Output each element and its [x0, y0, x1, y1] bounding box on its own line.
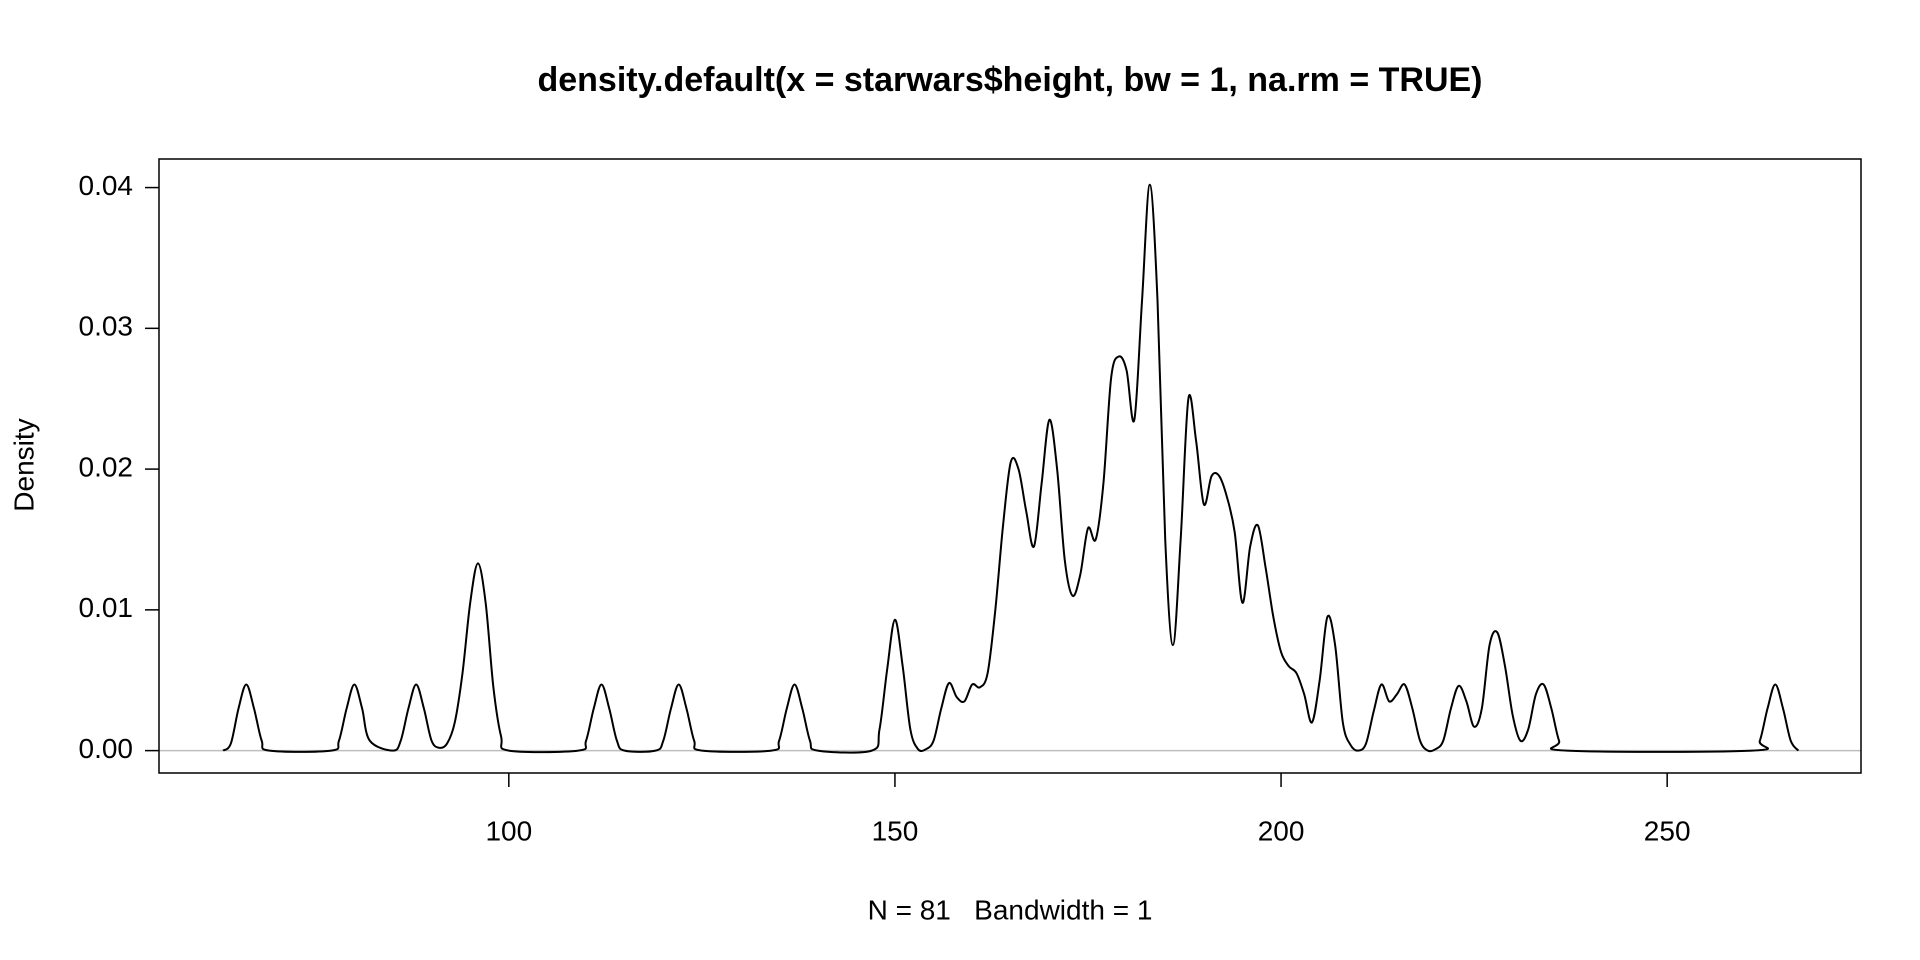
- y-tick-label: 0.03: [79, 311, 134, 342]
- x-tick-label: 200: [1258, 815, 1305, 846]
- x-tick-label: 250: [1644, 815, 1691, 846]
- y-axis-label: Density: [8, 418, 39, 511]
- y-tick-label: 0.01: [79, 592, 134, 623]
- y-tick-label: 0.04: [79, 170, 134, 201]
- x-tick-label: 100: [485, 815, 532, 846]
- density-line: [222, 183, 1800, 754]
- y-tick-label: 0.02: [79, 451, 134, 482]
- plot-frame: [158, 158, 1862, 774]
- chart-title: density.default(x = starwars$height, bw …: [537, 61, 1482, 99]
- x-tick-label: 150: [872, 815, 919, 846]
- x-axis-label: N = 81 Bandwidth = 1: [868, 894, 1153, 925]
- y-tick-label: 0.00: [79, 733, 134, 764]
